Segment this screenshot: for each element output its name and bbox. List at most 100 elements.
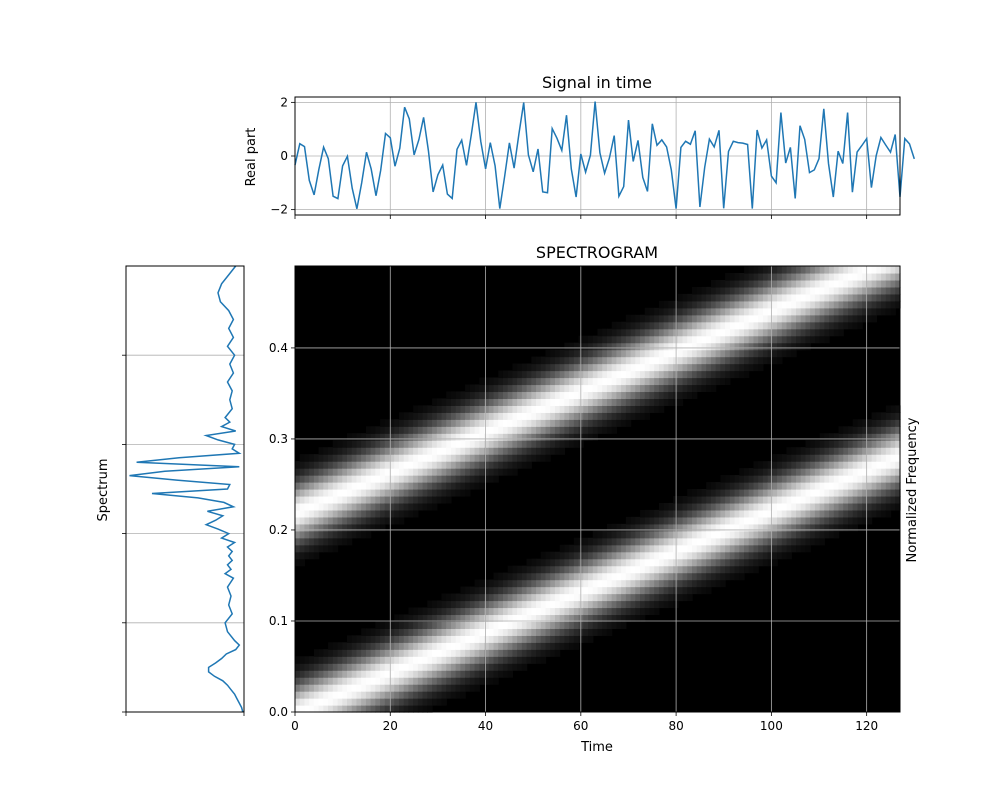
- spectrogram-cell: [848, 286, 854, 295]
- spectrogram-cell: [365, 705, 372, 713]
- spectrogram-cell: [819, 495, 825, 504]
- spectrogram-cell: [536, 356, 542, 365]
- spectrogram-cell: [469, 649, 476, 657]
- spectrogram-cell: [762, 349, 769, 358]
- spectrogram-cell: [796, 335, 802, 344]
- spectrogram-cell: [299, 691, 306, 699]
- spectrogram-cell: [550, 614, 556, 623]
- spectrogram-cell: [512, 593, 518, 602]
- spectrogram-cell: [758, 516, 764, 525]
- spectrogram-cell: [871, 454, 877, 462]
- spectrogram-cell: [701, 307, 707, 316]
- spectrogram-cell: [753, 321, 759, 330]
- spectrogram-cell: [876, 300, 882, 309]
- spectrogram-cell: [630, 614, 636, 623]
- spectrogram-cell: [323, 495, 329, 504]
- spectrogram-cell: [786, 286, 792, 295]
- spectrogram-cell: [621, 523, 627, 532]
- spectrogram-cell: [725, 286, 731, 295]
- spectrogram-cell: [356, 649, 362, 657]
- spectrogram-cell: [857, 307, 863, 316]
- spectrogram-cell: [881, 495, 887, 504]
- spectrogram-cell: [616, 335, 622, 344]
- spectrogram-cell: [668, 516, 674, 525]
- spectrogram-cell: [517, 579, 523, 588]
- spectrogram-cell: [502, 642, 509, 650]
- spectrogram-cell: [739, 349, 745, 358]
- spectrogram-cell: [474, 384, 480, 393]
- spectrogram-cell: [692, 391, 698, 400]
- spectrogram-cell: [502, 572, 509, 581]
- spectrogram-cell: [588, 600, 594, 609]
- spectrogram-cell: [413, 489, 419, 497]
- spectrogram-cell: [493, 440, 499, 448]
- spectrogram-cell: [502, 663, 509, 671]
- spectrogram-cell: [663, 377, 669, 386]
- spectrogram-cell: [337, 649, 343, 657]
- spectrogram-cell: [318, 489, 324, 497]
- spectrogram-cell: [313, 649, 320, 657]
- spectrogram-cell: [781, 342, 788, 351]
- spectrogram-cell: [304, 495, 310, 504]
- spectrogram-cell: [526, 454, 532, 462]
- spectrogram-cell: [540, 635, 547, 643]
- spectrogram-cell: [668, 384, 674, 393]
- spectrogram-cell: [550, 377, 556, 386]
- spectrogram-cell: [384, 635, 391, 643]
- spectrogram-cell: [332, 642, 339, 650]
- spectrogram-cell: [852, 426, 859, 434]
- spectrogram-cell: [469, 593, 476, 602]
- spectrogram-cell: [654, 363, 660, 372]
- spectrogram-cell: [649, 335, 655, 344]
- spectrogram-cell: [441, 621, 447, 629]
- spectrogram-cell: [559, 558, 566, 567]
- spectrogram-cell: [767, 475, 773, 483]
- spectrogram-cell: [361, 447, 367, 455]
- spectrogram-cell: [640, 537, 646, 546]
- spectrogram-cell: [606, 377, 613, 386]
- spectrogram-cell: [422, 454, 428, 462]
- spectrogram-cell: [469, 656, 476, 664]
- spectrogram-cell: [829, 509, 835, 518]
- spectrogram-cell: [720, 489, 726, 497]
- spectrogram-cell: [890, 468, 896, 476]
- spectrogram-cell: [762, 544, 769, 553]
- spectrogram-cell: [432, 649, 438, 657]
- spectrogram-cell: [829, 314, 835, 323]
- spectrogram-cell: [531, 628, 537, 636]
- spectrogram-cell: [640, 572, 646, 581]
- spectrogram-cell: [455, 642, 462, 650]
- spectrogram-cell: [351, 516, 358, 525]
- spectrogram-cell: [365, 502, 372, 511]
- spectrogram-cell: [630, 600, 636, 609]
- spectrogram-cell: [753, 300, 759, 309]
- spectrogram-cell: [658, 377, 665, 386]
- spectrogram-cell: [498, 586, 504, 595]
- spectrogram-cell: [729, 530, 736, 539]
- spectrogram-cell: [498, 572, 504, 581]
- spectrogram-cell: [370, 684, 376, 692]
- spectrogram-cell: [706, 572, 712, 581]
- spectrogram-cell: [829, 328, 835, 337]
- spectrogram-ytick-label: 0.1: [269, 614, 288, 628]
- spectrogram-cell: [427, 426, 433, 434]
- spectrogram-cell: [583, 356, 589, 365]
- spectrogram-cell: [436, 635, 443, 643]
- spectrogram-cell: [375, 468, 381, 476]
- spectrogram-cell: [644, 398, 651, 406]
- spectrogram-cell: [777, 286, 783, 295]
- spectrogram-cell: [635, 516, 641, 525]
- spectrogram-cell: [890, 502, 896, 511]
- spectrogram-cell: [318, 663, 324, 671]
- spectrogram-cell: [512, 440, 518, 448]
- spectrogram-cell: [715, 349, 721, 358]
- spectrogram-cell: [318, 495, 324, 504]
- spectrogram-cell: [729, 307, 736, 316]
- spectrogram-cell: [432, 502, 438, 511]
- spectrogram-cell: [640, 509, 646, 518]
- spectrogram-cell: [701, 579, 707, 588]
- spectrogram-cell: [848, 475, 854, 483]
- spectrogram-cell: [569, 558, 575, 567]
- spectrogram-cell: [488, 635, 495, 643]
- spectrogram-cell: [668, 509, 674, 518]
